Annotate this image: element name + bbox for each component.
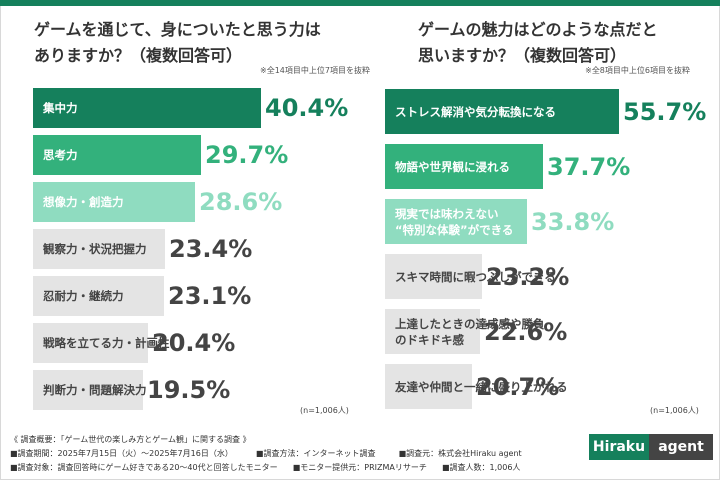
right-bar-3: スキマ時間に暇つぶしができる <box>385 254 556 299</box>
left-bar-6: 判断力・問題解決力 <box>33 370 147 410</box>
right-bar-label-2: 現実では味わえない “特別な体験”ができる <box>395 206 514 237</box>
right-bar-label-0: ストレス解消や気分転換になる <box>395 104 556 119</box>
survey-target: ■調査対象：調査回答時にゲーム好きである20〜40代と回答したモニター <box>10 463 278 472</box>
left-sample-size: (n=1,006人) <box>300 406 349 415</box>
left-bar-value-1: 29.7% <box>205 141 289 169</box>
left-bar-chart: 集中力 40.4% 思考力 29.7% 想像力・創造力 28.6% 観察力・状況把握力 23.… <box>0 0 360 420</box>
right-bar-5: 友達や仲間と一緒に盛り上がれる <box>385 364 568 409</box>
left-bar-label-0: 集中力 <box>43 101 78 115</box>
right-bar-label-4: 上達したときの達成感や勝負 のドキドキ感 <box>395 316 545 347</box>
survey-overview-title: 《 調査概要：「ゲーム世代の楽しみ方とゲーム観」に関する調査 》 <box>10 435 251 444</box>
left-bar-label-4: 忍耐力・継続力 <box>43 289 124 303</box>
right-bar-value-1: 37.7% <box>547 153 631 181</box>
left-bar-value-0: 40.4% <box>265 94 349 122</box>
right-bar-chart: ストレス解消や気分転換になる 55.7% 物語や世界観に浸れる 37.7% 現実では味わ… <box>385 89 707 409</box>
survey-source: ■調査元：株式会社Hiraku agent <box>398 449 522 458</box>
top-accent-bar <box>0 0 720 6</box>
survey-overview: 《 調査概要：「ゲーム世代の楽しみ方とゲーム観」に関する調査 》 ■調査期間：2… <box>10 433 580 475</box>
right-bar-label-3: スキマ時間に暇つぶしができる <box>395 269 556 284</box>
left-bar-5: 戦略を立てる力・計画性 <box>33 323 170 363</box>
left-bar-value-3: 23.4% <box>169 235 253 263</box>
left-title-line2: ありますか？（複数回答可） <box>34 46 243 65</box>
left-bar-label-3: 観察力・状況把握力 <box>43 242 147 256</box>
logo-part-1: Hiraku <box>589 434 649 460</box>
left-bar-value-6: 19.5% <box>147 376 231 404</box>
left-bar-label-1: 思考力 <box>43 148 78 162</box>
left-note: ※全14項目中上位7項目を抜粋 <box>260 66 370 75</box>
left-bar-3: 観察力・状況把握力 <box>33 229 165 269</box>
right-sample-size: (n=1,006人) <box>650 406 699 415</box>
survey-row-1: ■調査期間：2025年7月15日（火）〜2025年7月16日（水） ■調査方法：… <box>10 447 580 461</box>
left-bar-1: 思考力 <box>33 135 201 175</box>
right-bar-1: 物語や世界観に浸れる <box>385 144 543 189</box>
right-bar-value-2: 33.8% <box>531 208 615 236</box>
left-bar-value-5: 20.4% <box>152 329 236 357</box>
left-bar-label-5: 戦略を立てる力・計画性 <box>43 336 170 350</box>
right-bar-label-5: 友達や仲間と一緒に盛り上がれる <box>395 379 568 394</box>
survey-provider: ■モニター提供元：PRIZMAリサーチ <box>292 463 427 472</box>
right-bar-value-0: 55.7% <box>623 98 707 126</box>
right-note: ※全8項目中上位6項目を抜粋 <box>585 66 690 75</box>
right-title-line2: 思いますか？（複数回答可） <box>418 46 627 65</box>
survey-row-2: ■調査対象：調査回答時にゲーム好きである20〜40代と回答したモニター ■モニタ… <box>10 461 580 475</box>
right-title-line1: ゲームの魅力はどのような点だと <box>418 20 658 39</box>
hiraku-agent-logo: Hiraku agent <box>589 434 713 460</box>
right-bar-value-5: 20.7% <box>476 373 560 401</box>
right-bar-0: ストレス解消や気分転換になる <box>385 89 619 134</box>
survey-method: ■調査方法：インターネット調査 <box>255 449 376 458</box>
left-bar-label-2: 想像力・創造力 <box>43 195 124 209</box>
left-bar-value-2: 28.6% <box>199 188 283 216</box>
left-bar-0: 集中力 <box>33 88 261 128</box>
right-bar-4: 上達したときの達成感や勝負 のドキドキ感 <box>385 309 545 354</box>
right-bar-value-3: 23.2% <box>486 263 570 291</box>
left-bar-label-6: 判断力・問題解決力 <box>43 383 147 397</box>
right-bar-value-4: 22.6% <box>484 318 568 346</box>
left-bar-value-4: 23.1% <box>168 282 252 310</box>
survey-count: ■調査人数：1,006人 <box>441 463 521 472</box>
right-bar-label-1: 物語や世界観に浸れる <box>395 159 510 174</box>
left-bar-4: 忍耐力・継続力 <box>33 276 164 316</box>
left-bar-2: 想像力・創造力 <box>33 182 195 222</box>
logo-part-2: agent <box>649 434 713 460</box>
left-title-line1: ゲームを通じて、身についたと思う力は <box>34 20 321 39</box>
right-bar-2: 現実では味わえない “特別な体験”ができる <box>385 199 527 244</box>
survey-period: ■調査期間：2025年7月15日（火）〜2025年7月16日（水） <box>10 449 233 458</box>
